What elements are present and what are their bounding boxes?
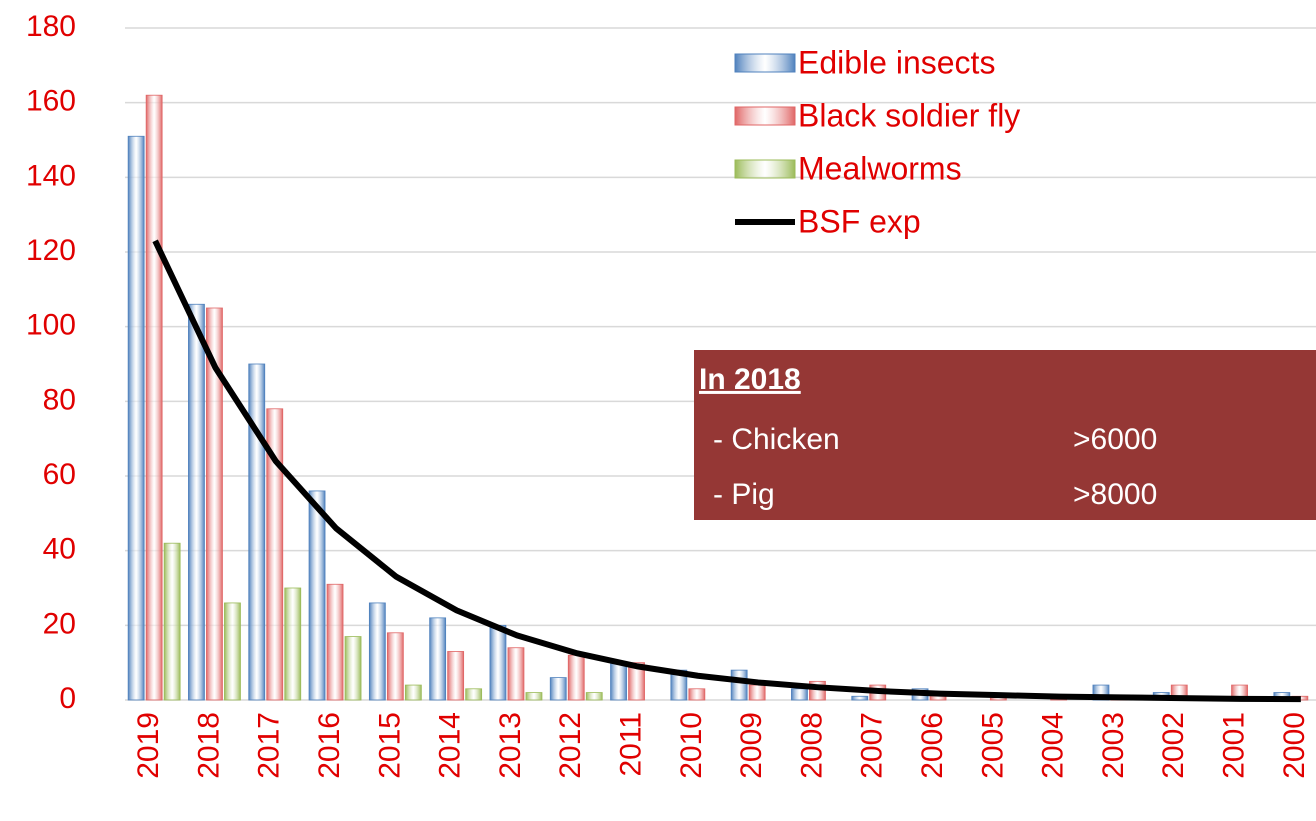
bar xyxy=(224,602,241,701)
bar xyxy=(266,408,284,701)
bar xyxy=(567,654,585,701)
x-tick-label: 2012 xyxy=(554,712,587,779)
bar xyxy=(429,617,447,701)
y-tick-label: 180 xyxy=(26,10,76,43)
y-tick-label: 140 xyxy=(26,159,76,192)
x-tick-label: 2019 xyxy=(132,712,165,779)
x-tick-label: 2002 xyxy=(1157,712,1190,779)
bar xyxy=(145,94,163,701)
x-tick-label: 2018 xyxy=(192,712,225,779)
annotation-value: >6000 xyxy=(1073,423,1157,456)
bar xyxy=(730,669,748,701)
legend-swatch xyxy=(734,106,796,126)
bar xyxy=(447,651,465,701)
y-tick-label: 100 xyxy=(26,309,76,342)
trend-line xyxy=(152,239,1301,703)
bar xyxy=(368,602,386,701)
x-tick-label: 2013 xyxy=(494,712,527,779)
bar xyxy=(465,688,483,701)
x-tick-label: 2015 xyxy=(373,712,406,779)
y-tick-label: 60 xyxy=(43,458,76,491)
legend-swatch xyxy=(734,53,796,73)
y-tick-label: 80 xyxy=(43,383,76,416)
bar xyxy=(549,677,567,701)
legend-label: BSF exp xyxy=(798,203,921,239)
legend-label: Black soldier fly xyxy=(798,97,1020,133)
annotation-label: - Chicken xyxy=(713,423,840,456)
bar xyxy=(610,662,627,701)
annotation-title: In 2018 xyxy=(699,363,801,396)
annotation-box xyxy=(694,350,1316,520)
bar xyxy=(206,307,223,701)
x-tick-label: 2006 xyxy=(916,712,949,779)
bar xyxy=(326,583,344,701)
bar xyxy=(386,632,404,701)
bar xyxy=(688,688,706,701)
bar xyxy=(791,688,808,701)
x-tick-label: 2005 xyxy=(976,712,1009,779)
x-tick-label: 2000 xyxy=(1278,712,1311,779)
annotation-value: >8000 xyxy=(1073,478,1157,511)
x-tick-label: 2004 xyxy=(1037,712,1070,779)
bar xyxy=(163,542,181,701)
x-tick-label: 2008 xyxy=(795,712,828,779)
y-tick-label: 120 xyxy=(26,234,76,267)
bar xyxy=(628,662,645,701)
bar xyxy=(489,624,507,701)
y-tick-label: 20 xyxy=(43,607,76,640)
x-tick-label: 2001 xyxy=(1217,712,1250,779)
x-tick-label: 2014 xyxy=(434,712,467,779)
x-tick-label: 2017 xyxy=(253,712,286,779)
y-tick-label: 0 xyxy=(59,682,76,715)
x-tick-label: 2016 xyxy=(313,712,346,779)
y-tick-label: 40 xyxy=(43,533,76,566)
legend-label: Edible insects xyxy=(798,44,995,80)
bar xyxy=(344,636,362,701)
bar xyxy=(507,647,525,701)
bar xyxy=(748,684,766,701)
x-tick-label: 2009 xyxy=(735,712,768,779)
annotation-label: - Pig xyxy=(713,478,775,511)
bar xyxy=(525,692,543,701)
x-tick-label: 2010 xyxy=(675,712,708,779)
bar xyxy=(308,490,326,701)
bar xyxy=(585,692,603,701)
x-tick-label: 2003 xyxy=(1097,712,1130,779)
legend-label: Mealworms xyxy=(798,150,962,186)
bar xyxy=(248,363,266,701)
bar xyxy=(404,684,422,701)
bar xyxy=(851,695,869,701)
bar xyxy=(284,587,302,701)
y-tick-label: 160 xyxy=(26,85,76,118)
x-tick-label: 2011 xyxy=(614,712,647,777)
bar xyxy=(127,135,145,701)
legend-swatch xyxy=(734,159,796,179)
bar xyxy=(188,303,205,701)
x-tick-label: 2007 xyxy=(856,712,889,779)
